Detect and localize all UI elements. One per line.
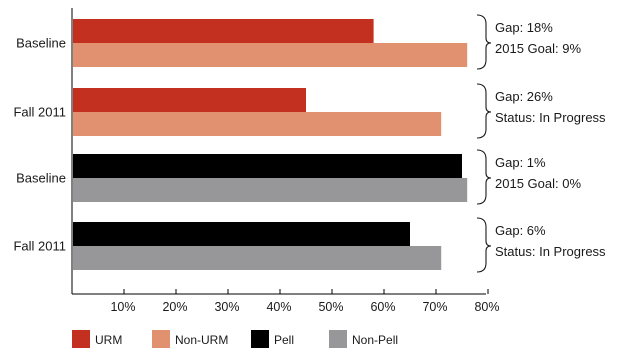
bar-non-urm: [73, 112, 442, 136]
annotation-text: Gap: 26%: [495, 89, 553, 104]
bar-urm: [73, 19, 374, 43]
brace: [476, 149, 492, 205]
x-tick-label: 80%: [474, 300, 499, 314]
bar-non-pell: [73, 246, 442, 270]
x-tick-label: 30%: [214, 300, 239, 314]
annotation-text: Status: In Progress: [495, 110, 606, 125]
legend-swatch: [152, 330, 170, 348]
legend-label: Pell: [274, 333, 294, 347]
bar-pell: [73, 154, 462, 178]
x-tick-label: 20%: [162, 300, 187, 314]
x-tick-label: 50%: [318, 300, 343, 314]
bar-non-pell: [73, 178, 468, 202]
x-tick-label: 60%: [370, 300, 395, 314]
category-label: Fall 2011: [13, 105, 66, 120]
bar-non-urm: [73, 43, 468, 67]
brace: [476, 217, 492, 273]
annotation-text: 2015 Goal: 0%: [495, 176, 581, 191]
category-label: Baseline: [16, 36, 66, 51]
annotation-text: Gap: 6%: [495, 223, 546, 238]
category-label: Baseline: [16, 171, 66, 186]
legend-swatch: [329, 330, 347, 348]
annotation-text: Status: In Progress: [495, 244, 606, 259]
x-tick-label: 70%: [422, 300, 447, 314]
legend-label: Non-URM: [175, 333, 228, 347]
annotation-text: Gap: 18%: [495, 20, 553, 35]
bar-pell: [73, 222, 410, 246]
legend-label: Non-Pell: [352, 333, 398, 347]
category-label: Fall 2011: [13, 239, 66, 254]
legend-label: URM: [95, 333, 122, 347]
x-tick-label: 10%: [110, 300, 135, 314]
annotation-text: 2015 Goal: 9%: [495, 41, 581, 56]
legend-swatch: [72, 330, 90, 348]
brace: [476, 14, 492, 70]
annotation-text: Gap: 1%: [495, 155, 546, 170]
brace: [476, 83, 492, 139]
x-tick-label: 40%: [266, 300, 291, 314]
legend-swatch: [251, 330, 269, 348]
bar-urm: [73, 88, 306, 112]
